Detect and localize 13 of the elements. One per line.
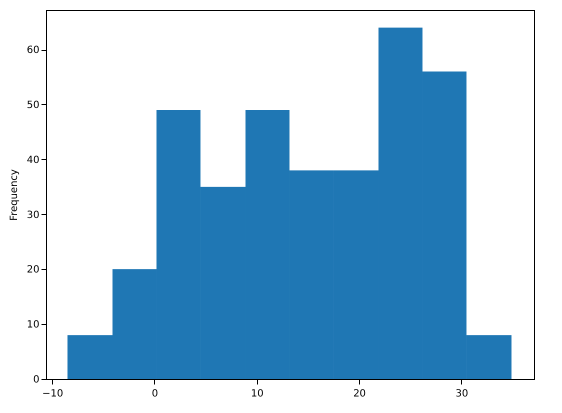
y-tick-label: 0 bbox=[33, 374, 40, 386]
y-tick-label: 10 bbox=[26, 320, 40, 331]
x-tick-label: 30 bbox=[455, 388, 468, 400]
x-tick-label: −10 bbox=[42, 388, 64, 400]
x-tick-label: 20 bbox=[353, 388, 366, 400]
y-tick-label: 20 bbox=[26, 264, 40, 276]
x-tick-label: 10 bbox=[250, 388, 264, 400]
y-tick-label: 60 bbox=[26, 45, 40, 56]
x-tick-label: 0 bbox=[152, 388, 158, 400]
y-axis-title: Frequency bbox=[8, 169, 20, 221]
y-tick-label: 30 bbox=[26, 210, 40, 221]
y-tick-label: 40 bbox=[26, 154, 40, 166]
y-tick-label: 50 bbox=[26, 100, 40, 111]
